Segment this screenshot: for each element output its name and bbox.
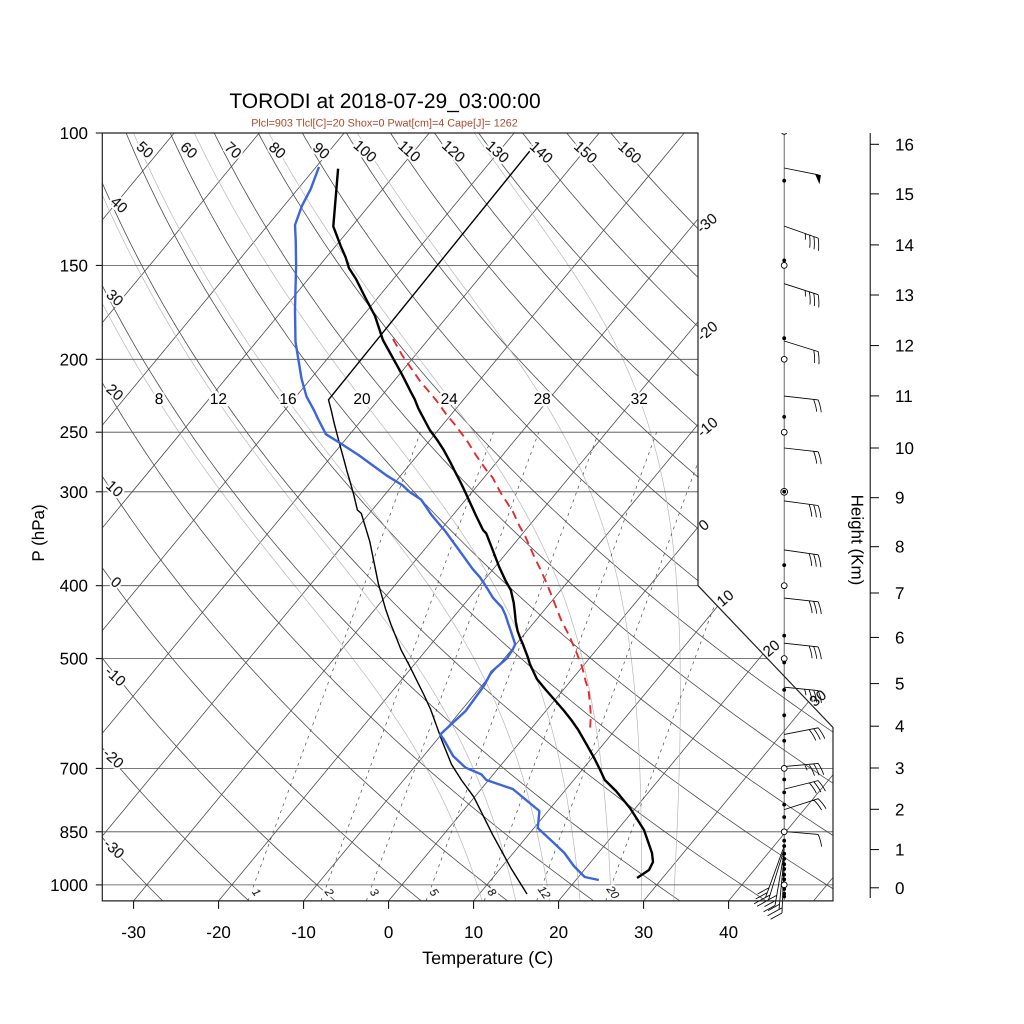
svg-text:13: 13 xyxy=(895,286,914,305)
svg-text:15: 15 xyxy=(895,185,914,204)
svg-text:14: 14 xyxy=(895,236,914,255)
svg-text:10: 10 xyxy=(464,923,483,942)
svg-text:2: 2 xyxy=(895,800,904,819)
svg-text:4: 4 xyxy=(895,717,904,736)
svg-text:0: 0 xyxy=(384,923,393,942)
svg-text:200: 200 xyxy=(60,350,88,369)
svg-text:Plcl=903 Tlcl[C]=20 Shox=0 Pwa: Plcl=903 Tlcl[C]=20 Shox=0 Pwat[cm]=4 Ca… xyxy=(251,118,518,130)
svg-text:0: 0 xyxy=(895,879,904,898)
svg-text:30: 30 xyxy=(634,923,653,942)
svg-text:12: 12 xyxy=(895,337,914,356)
svg-text:3: 3 xyxy=(895,759,904,778)
svg-text:850: 850 xyxy=(60,823,88,842)
svg-text:6: 6 xyxy=(895,628,904,647)
svg-text:7: 7 xyxy=(895,584,904,603)
svg-text:100: 100 xyxy=(60,124,88,143)
svg-text:16: 16 xyxy=(279,391,296,408)
svg-text:P (hPa): P (hPa) xyxy=(29,504,48,561)
svg-text:16: 16 xyxy=(895,135,914,154)
svg-text:28: 28 xyxy=(534,391,551,408)
svg-text:Height (Km): Height (Km) xyxy=(848,495,867,586)
svg-text:10: 10 xyxy=(895,439,914,458)
svg-text:20: 20 xyxy=(353,391,371,408)
svg-text:TORODI at 2018-07-29_03:00:00: TORODI at 2018-07-29_03:00:00 xyxy=(229,90,540,113)
svg-text:24: 24 xyxy=(441,391,459,408)
svg-text:5: 5 xyxy=(895,675,904,694)
svg-text:8: 8 xyxy=(895,538,904,557)
svg-text:1: 1 xyxy=(895,841,904,860)
svg-text:400: 400 xyxy=(60,577,88,596)
svg-text:Temperature (C): Temperature (C) xyxy=(422,948,553,968)
svg-text:700: 700 xyxy=(60,759,88,778)
svg-text:250: 250 xyxy=(60,423,88,442)
svg-text:9: 9 xyxy=(895,489,904,508)
svg-text:-10: -10 xyxy=(291,923,316,942)
svg-text:20: 20 xyxy=(549,923,568,942)
svg-text:-20: -20 xyxy=(206,923,231,942)
svg-text:1000: 1000 xyxy=(50,876,88,895)
svg-text:40: 40 xyxy=(719,923,738,942)
svg-text:8: 8 xyxy=(155,391,164,408)
svg-text:150: 150 xyxy=(60,256,88,275)
svg-text:500: 500 xyxy=(60,650,88,669)
svg-text:-30: -30 xyxy=(121,923,146,942)
svg-text:12: 12 xyxy=(210,391,227,408)
svg-text:300: 300 xyxy=(60,483,88,502)
svg-text:11: 11 xyxy=(895,387,913,406)
svg-text:32: 32 xyxy=(631,391,648,408)
